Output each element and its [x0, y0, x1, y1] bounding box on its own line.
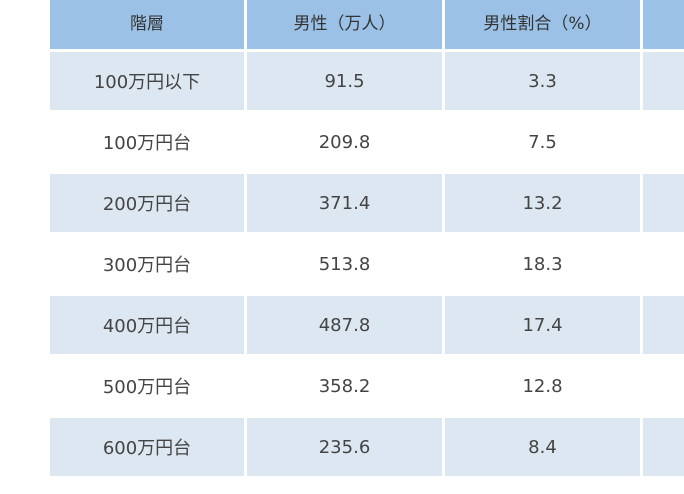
- cell-bracket: 400万円台: [50, 296, 247, 357]
- cell-male-share: 3.3: [445, 52, 643, 113]
- cell-male-share: 8.4: [445, 418, 643, 479]
- cell-male-count: 371.4: [247, 174, 445, 235]
- header-male-share: 男性割合（%）: [445, 0, 643, 52]
- header-male-count: 男性（万人）: [247, 0, 445, 52]
- table-row: 100万円以下 91.5 3.3: [50, 52, 684, 113]
- header-cut-off: [643, 0, 684, 52]
- income-bracket-table: 階層 男性（万人） 男性割合（%） 100万円以下 91.5 3.3 100万円…: [50, 0, 684, 479]
- header-bracket: 階層: [50, 0, 247, 52]
- cell-male-share: 12.8: [445, 357, 643, 418]
- cell-male-count: 487.8: [247, 296, 445, 357]
- table-row: 500万円台 358.2 12.8: [50, 357, 684, 418]
- cell-male-share: 17.4: [445, 296, 643, 357]
- table-row: 600万円台 235.6 8.4: [50, 418, 684, 479]
- cell-male-count: 513.8: [247, 235, 445, 296]
- cell-male-count: 209.8: [247, 113, 445, 174]
- cell-male-count: 91.5: [247, 52, 445, 113]
- cell-male-share: 13.2: [445, 174, 643, 235]
- cell-bracket: 600万円台: [50, 418, 247, 479]
- cell-male-count: 358.2: [247, 357, 445, 418]
- cell-cut-off: [643, 357, 684, 418]
- cell-cut-off: [643, 418, 684, 479]
- cell-cut-off: [643, 52, 684, 113]
- cell-cut-off: [643, 235, 684, 296]
- cell-bracket: 100万円以下: [50, 52, 247, 113]
- cell-bracket: 100万円台: [50, 113, 247, 174]
- cell-bracket: 200万円台: [50, 174, 247, 235]
- table-row: 200万円台 371.4 13.2: [50, 174, 684, 235]
- cell-cut-off: [643, 113, 684, 174]
- table-header-row: 階層 男性（万人） 男性割合（%）: [50, 0, 684, 52]
- cell-cut-off: [643, 296, 684, 357]
- cell-bracket: 500万円台: [50, 357, 247, 418]
- table-row: 300万円台 513.8 18.3: [50, 235, 684, 296]
- cell-bracket: 300万円台: [50, 235, 247, 296]
- cell-male-share: 18.3: [445, 235, 643, 296]
- cell-male-share: 7.5: [445, 113, 643, 174]
- cell-cut-off: [643, 174, 684, 235]
- table-row: 400万円台 487.8 17.4: [50, 296, 684, 357]
- cell-male-count: 235.6: [247, 418, 445, 479]
- table-row: 100万円台 209.8 7.5: [50, 113, 684, 174]
